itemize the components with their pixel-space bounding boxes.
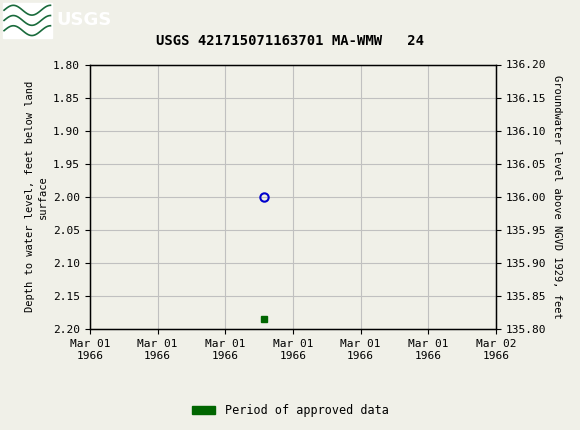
Legend: Period of approved data: Period of approved data bbox=[187, 399, 393, 422]
Text: USGS: USGS bbox=[57, 12, 112, 29]
Text: USGS 421715071163701 MA-WMW   24: USGS 421715071163701 MA-WMW 24 bbox=[156, 34, 424, 48]
Y-axis label: Depth to water level, feet below land
surface: Depth to water level, feet below land su… bbox=[25, 81, 48, 312]
Bar bbox=[3, 3, 52, 37]
Y-axis label: Groundwater level above NGVD 1929, feet: Groundwater level above NGVD 1929, feet bbox=[552, 75, 561, 319]
